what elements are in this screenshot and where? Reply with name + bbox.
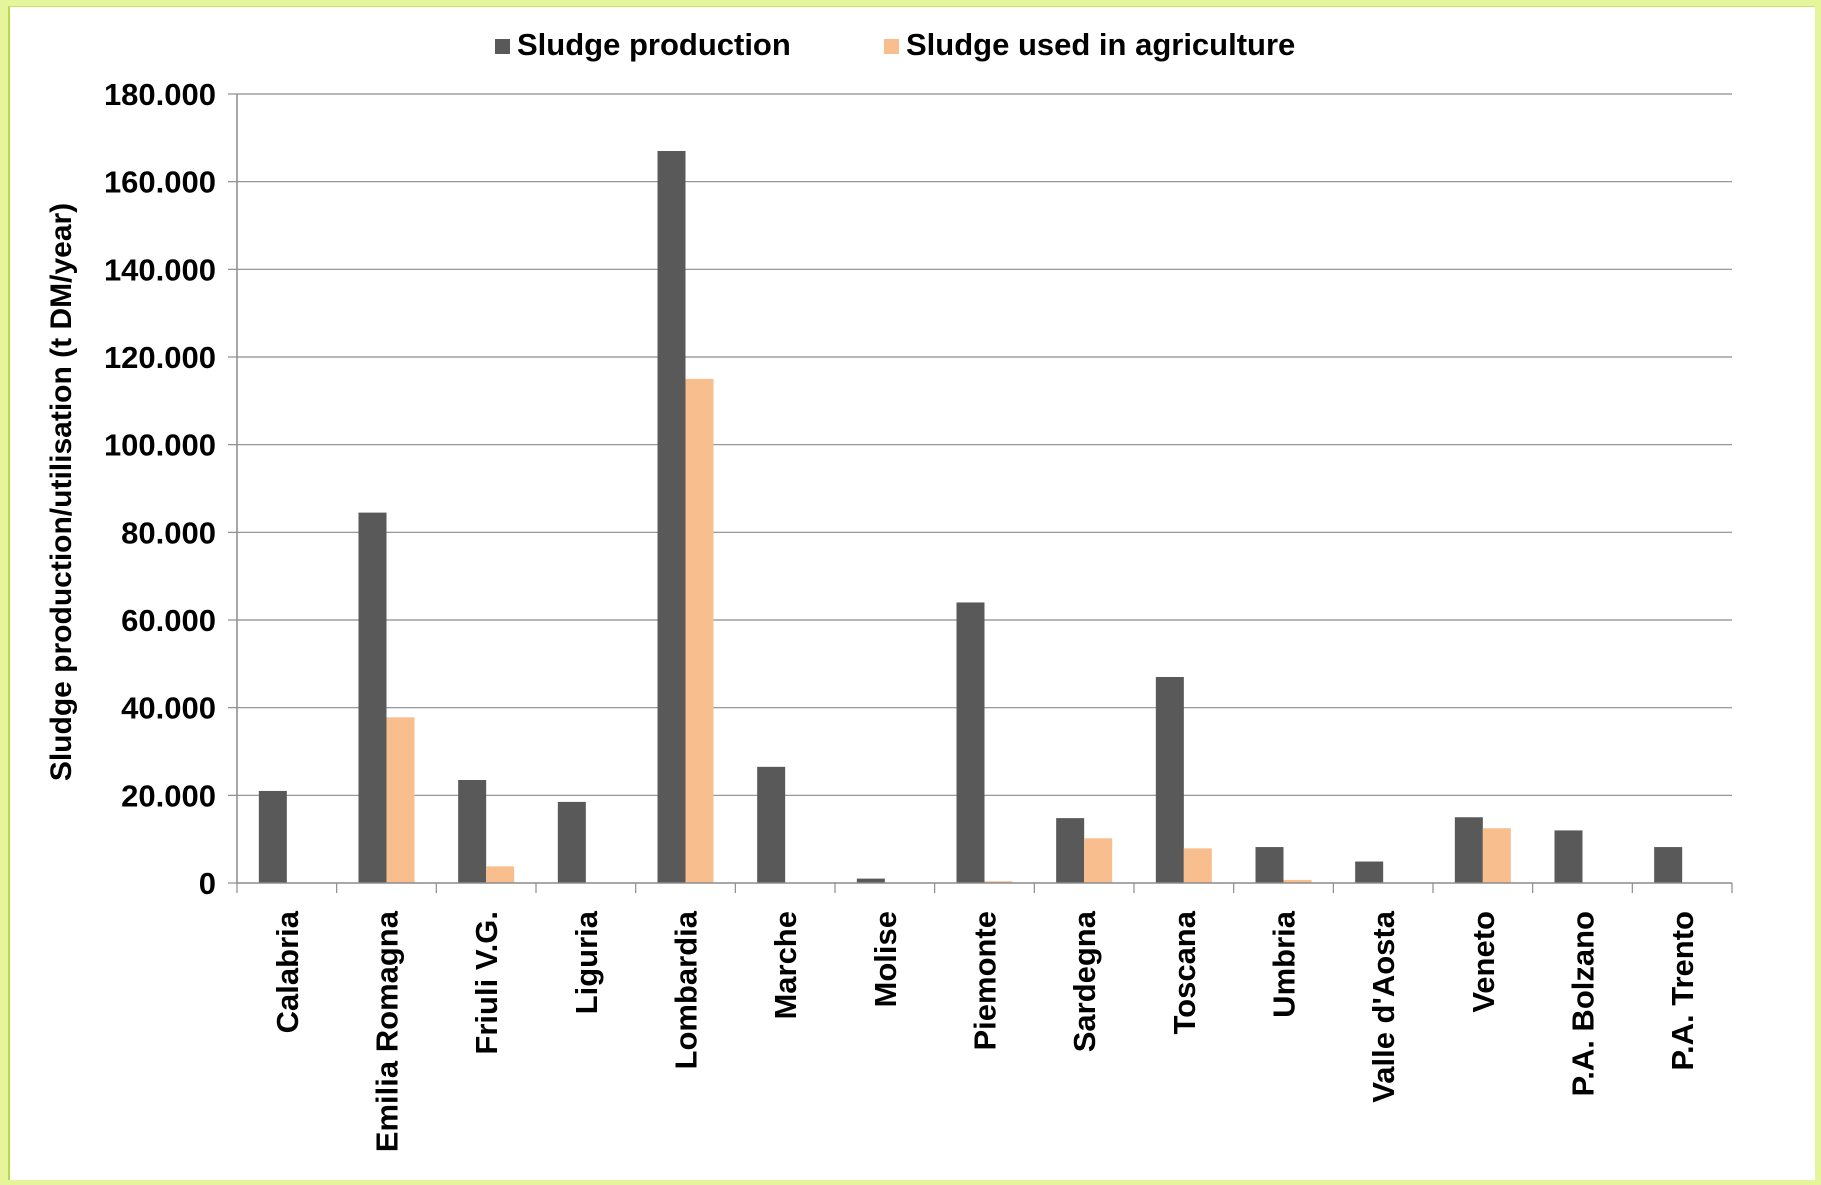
bar-sludge-production (358, 512, 387, 883)
y-tick-label: 140.000 (104, 252, 216, 287)
bar-sludge-production (856, 878, 885, 883)
bar-sludge-production (657, 150, 686, 883)
x-category-label: Friuli V.G. (469, 911, 504, 1055)
bar-sludge-agriculture (1084, 838, 1113, 883)
x-category-label: Calabria (270, 910, 305, 1033)
y-tick-label: 100.000 (104, 428, 216, 463)
bar-sludge-production (1056, 818, 1085, 883)
x-category-label: P.A. Trento (1665, 911, 1700, 1071)
bar-sludge-production (1255, 847, 1284, 883)
x-category-label: Liguria (569, 910, 604, 1014)
bar-sludge-agriculture (1482, 828, 1511, 883)
y-tick-label: 60.000 (121, 603, 216, 638)
y-tick-label: 20.000 (121, 778, 216, 813)
x-category-label: Umbria (1267, 910, 1302, 1018)
x-category-label: P.A. Bolzano (1566, 911, 1601, 1096)
bar-sludge-agriculture (1283, 879, 1312, 883)
x-category-label: Piemonte (968, 911, 1003, 1051)
legend-swatch-sludge-production (495, 39, 510, 54)
bar-chart: 0 20.000 40.000 60.000 80.000 100.000 120.000 1… (45, 27, 1733, 1152)
bar-sludge-agriculture (486, 866, 515, 883)
bar-sludge-agriculture (685, 378, 714, 883)
bar-sludge-production (258, 790, 287, 883)
x-category-label: Sardegna (1067, 910, 1102, 1052)
y-tick-label: 40.000 (121, 691, 216, 726)
bar-sludge-production (1654, 847, 1683, 883)
y-tick-label: 120.000 (104, 340, 216, 375)
x-category-label: Lombardia (669, 910, 704, 1069)
chart-frame: 0 20.000 40.000 60.000 80.000 100.000 120.000 1… (8, 6, 1815, 1180)
legend-label-sludge-agriculture: Sludge used in agriculture (906, 27, 1295, 62)
legend-label-sludge-production: Sludge production (517, 27, 791, 62)
x-category-label: Toscana (1167, 910, 1202, 1034)
bars (258, 150, 1683, 883)
bar-sludge-agriculture (984, 881, 1013, 883)
x-category-label: Molise (868, 911, 903, 1007)
x-category-label: Veneto (1466, 911, 1501, 1013)
legend: Sludge production Sludge used in agricul… (495, 27, 1295, 62)
bar-sludge-production (1355, 861, 1384, 883)
bar-sludge-production (757, 766, 786, 883)
bar-sludge-agriculture (386, 717, 415, 883)
y-tick-label: 180.000 (104, 77, 216, 112)
bar-sludge-production (1454, 817, 1483, 883)
y-tick-label: 0 (199, 866, 216, 901)
x-category-label: Valle d'Aosta (1366, 910, 1401, 1102)
bar-sludge-agriculture (1183, 848, 1212, 883)
x-category-label: Emilia Romagna (370, 910, 405, 1152)
bar-sludge-production (557, 801, 586, 883)
y-tick-label: 80.000 (121, 515, 216, 550)
y-axis-title: Sludge production/utilisation (t DM/year… (45, 203, 78, 781)
y-tick-label: 160.000 (104, 165, 216, 200)
bar-sludge-production (956, 602, 985, 883)
axes (236, 94, 1733, 893)
x-category-labels: Calabria Emilia Romagna Friuli V.G. Liguria… (270, 910, 1700, 1152)
bar-sludge-production (1155, 676, 1184, 883)
x-category-label: Marche (768, 911, 803, 1020)
bar-sludge-production (1554, 830, 1583, 883)
legend-swatch-sludge-agriculture (884, 39, 899, 54)
y-tick-labels: 0 20.000 40.000 60.000 80.000 100.000 120.000 1… (104, 77, 216, 901)
bar-sludge-production (458, 779, 487, 883)
